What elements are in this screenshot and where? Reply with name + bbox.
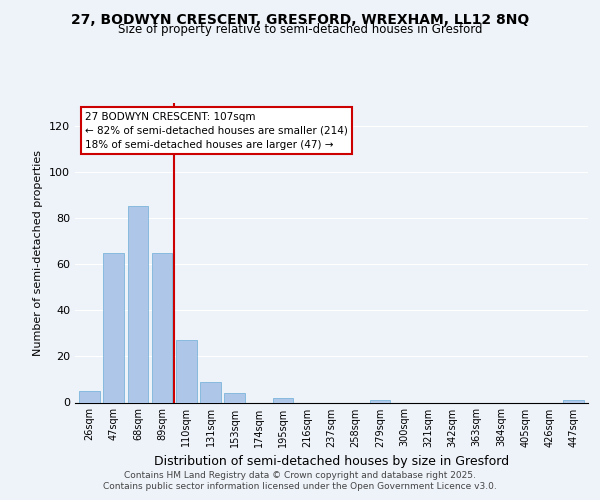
Bar <box>103 252 124 402</box>
Text: 27, BODWYN CRESCENT, GRESFORD, WREXHAM, LL12 8NQ: 27, BODWYN CRESCENT, GRESFORD, WREXHAM, … <box>71 12 529 26</box>
Bar <box>152 252 172 402</box>
Text: Contains public sector information licensed under the Open Government Licence v3: Contains public sector information licen… <box>103 482 497 491</box>
Bar <box>200 382 221 402</box>
Bar <box>370 400 390 402</box>
Bar <box>176 340 197 402</box>
Bar <box>224 394 245 402</box>
Bar <box>128 206 148 402</box>
Bar <box>273 398 293 402</box>
Text: 27 BODWYN CRESCENT: 107sqm
← 82% of semi-detached houses are smaller (214)
18% o: 27 BODWYN CRESCENT: 107sqm ← 82% of semi… <box>85 112 348 150</box>
X-axis label: Distribution of semi-detached houses by size in Gresford: Distribution of semi-detached houses by … <box>154 455 509 468</box>
Text: Size of property relative to semi-detached houses in Gresford: Size of property relative to semi-detach… <box>118 24 482 36</box>
Text: Contains HM Land Registry data © Crown copyright and database right 2025.: Contains HM Land Registry data © Crown c… <box>124 471 476 480</box>
Bar <box>563 400 584 402</box>
Y-axis label: Number of semi-detached properties: Number of semi-detached properties <box>34 150 43 356</box>
Bar <box>79 391 100 402</box>
